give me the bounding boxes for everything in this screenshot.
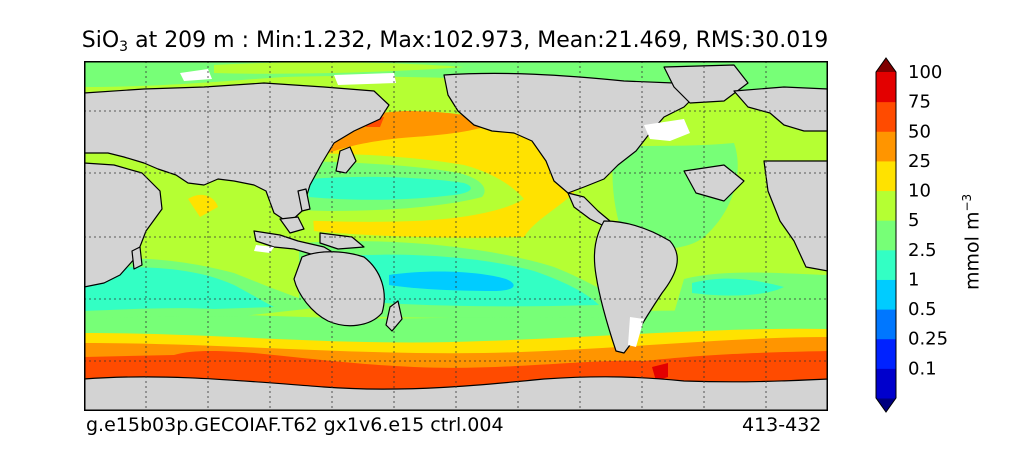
colorbar-tick-label: 25 [908, 151, 931, 172]
colorbar-tick-label: 0.25 [908, 329, 948, 350]
colorbar-segment [876, 190, 896, 221]
eurasia-land [84, 82, 390, 224]
missing-arctic-2 [334, 73, 396, 85]
colorbar-tick-label: 5 [908, 210, 919, 231]
title-variable: SiO [81, 28, 120, 53]
antarctic-red-patch [652, 363, 668, 381]
colorbar-segment [876, 101, 896, 132]
africa-east-land [763, 160, 828, 272]
plot-title: SiO3 at 209 m : Min:1.232, Max:102.973, … [0, 28, 910, 55]
missing-patagonia-shelf [628, 317, 644, 347]
colorbar-unit-exponent: −3 [960, 193, 974, 212]
colorbar-tick-label: 10 [908, 181, 931, 202]
colorbar-tick-label: 100 [908, 62, 942, 83]
colorbar: 0.1 0.25 0.5 1 2.5 5 10 25 50 75 100 125 [875, 50, 948, 413]
colorbar-tick-label: 50 [908, 121, 931, 142]
map-frame [84, 61, 828, 411]
north-pacific-band-2p5 [309, 176, 471, 200]
colorbar-unit-label: mmol m−3 [960, 194, 983, 290]
colorbar-extend-min [876, 398, 896, 412]
colorbar-tick-label: 75 [908, 92, 931, 113]
colorbar-segment [876, 338, 896, 369]
colorbar-segment [876, 279, 896, 310]
colorbar-tick-label: 1 [908, 269, 919, 290]
colorbar-unit-base: mmol m [961, 211, 984, 290]
colorbar-tick-label: 0.1 [908, 358, 937, 379]
years-label: 413-432 [742, 414, 822, 436]
colorbar-segment [876, 309, 896, 340]
missing-indonesia-shelf [254, 245, 274, 253]
colorbar-tick-label: 2.5 [908, 240, 937, 261]
ocean-map [84, 61, 828, 411]
madagascar-land [131, 246, 143, 270]
south-pacific-band-1 [389, 271, 514, 291]
colorbar-segment [876, 131, 896, 162]
colorbar-outline [875, 57, 897, 413]
title-stats: at 209 m : Min:1.232, Max:102.973, Mean:… [128, 28, 829, 53]
colorbar-tick-label: 125 [908, 50, 942, 53]
south-atlantic-band-2p5 [692, 278, 784, 296]
borneo-land [279, 216, 305, 234]
indian-ocean-band-2p5 [84, 267, 274, 311]
missing-hudson-bay [644, 119, 690, 141]
australia-land [293, 251, 385, 327]
europe-north-land [733, 86, 828, 132]
arabia-land [683, 164, 745, 202]
philippines-land [297, 188, 311, 212]
bay-of-bengal-yellow [188, 194, 218, 217]
colorbar-segment [876, 249, 896, 280]
greenland-land [663, 64, 749, 104]
colorbar-segment [876, 160, 896, 192]
arctic-yellow-green [214, 62, 464, 74]
colorbar-segment [876, 72, 896, 103]
colorbar-segment [876, 220, 896, 251]
case-name-label: g.e15b03p.GECOIAF.T62 gx1v6.e15 ctrl.004 [86, 414, 504, 436]
colorbar-extend-max [876, 58, 896, 72]
missing-arctic-1 [180, 69, 212, 81]
title-subscript: 3 [119, 39, 129, 55]
colorbar-tick-label: 0.5 [908, 299, 937, 320]
colorbar-segment [876, 368, 896, 399]
japan-land [335, 146, 357, 174]
